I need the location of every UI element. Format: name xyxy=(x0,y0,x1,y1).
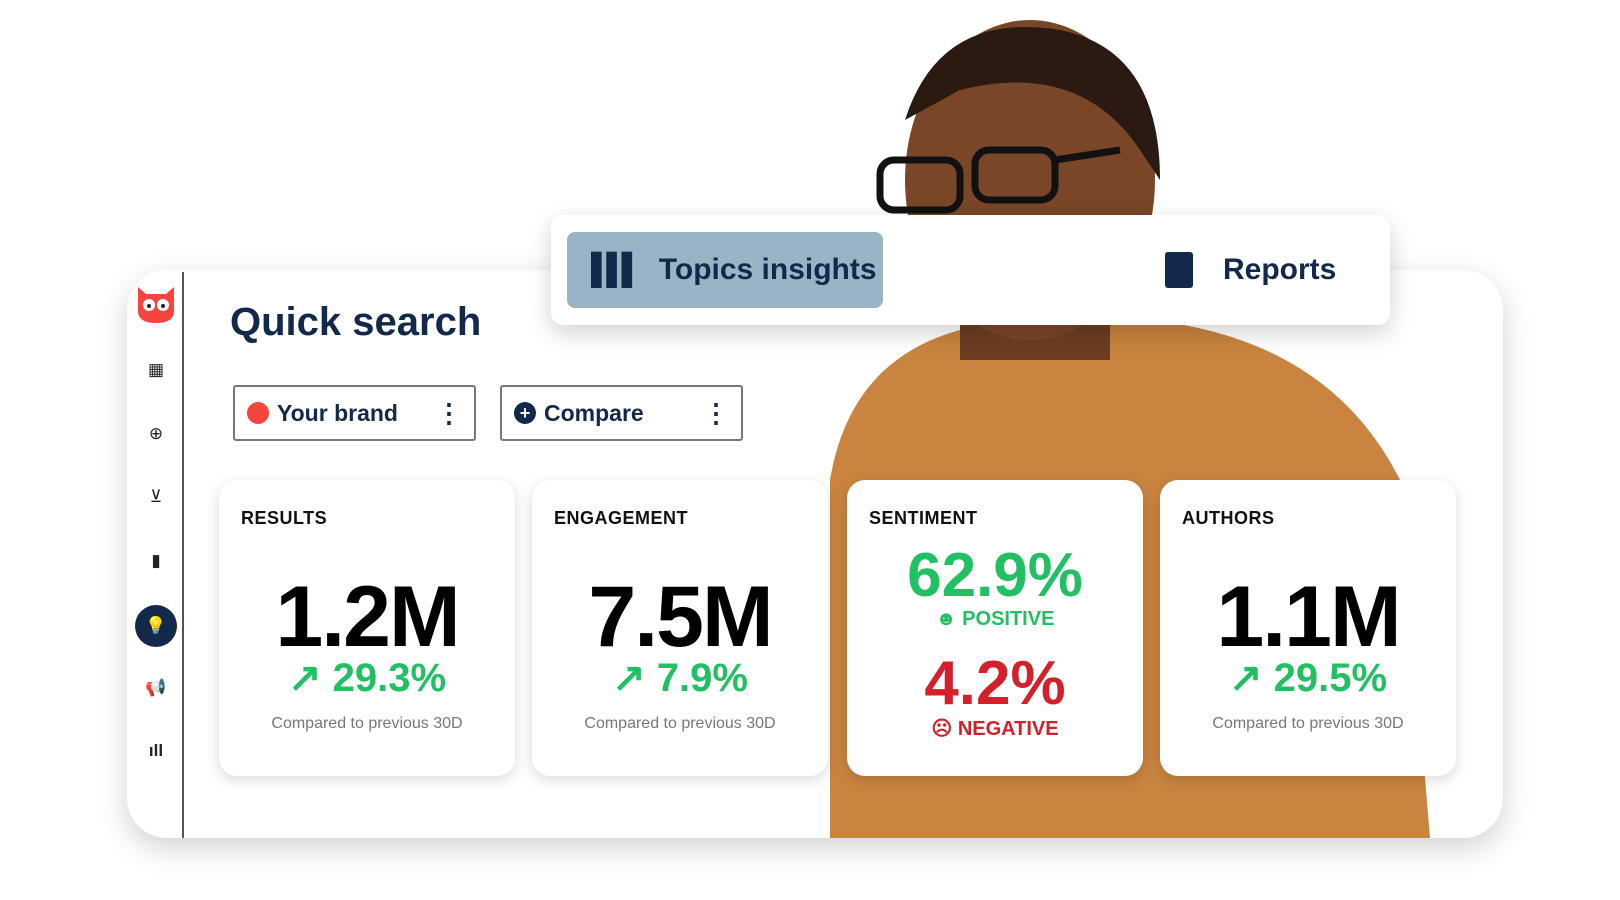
tab-reports[interactable]: Reports xyxy=(1165,240,1336,300)
frown-icon: ☹ xyxy=(931,718,958,740)
calendar-icon[interactable]: ▦ xyxy=(147,360,165,379)
card-label: RESULTS xyxy=(241,508,328,528)
smile-icon: ☻ xyxy=(935,608,963,630)
negative-value: 4.2% xyxy=(924,649,1066,718)
bar-chart-icon[interactable]: ▮ xyxy=(151,551,161,570)
results-card: RESULTS 1.2M ↗ 29.3% Compared to previou… xyxy=(219,480,515,776)
card-value: 1.2M xyxy=(275,569,460,665)
plus-icon: + xyxy=(514,402,536,424)
card-change: ↗ 29.3% xyxy=(287,656,447,700)
card-compare: Compared to previous 30D xyxy=(584,715,776,732)
tab-label: Topics insights xyxy=(658,253,877,286)
arrow-up-right-icon: ↗ xyxy=(1228,656,1274,700)
card-compare: Compared to previous 30D xyxy=(271,715,463,732)
authors-card: AUTHORS 1.1M ↗ 29.5% Compared to previou… xyxy=(1160,480,1456,776)
plus-circle-icon[interactable]: ⊕ xyxy=(148,424,164,443)
positive-value: 62.9% xyxy=(907,541,1083,610)
sidebar-divider xyxy=(182,272,184,838)
lightbulb-icon[interactable]: 💡 xyxy=(135,605,177,647)
more-options-icon[interactable]: ⋮ xyxy=(436,398,462,428)
bar-chart-icon: ▌▌▌ xyxy=(591,253,643,286)
card-change: ↗ 29.5% xyxy=(1228,656,1388,700)
card-compare: Compared to previous 30D xyxy=(1212,715,1404,732)
tab-label: Reports xyxy=(1223,253,1337,286)
card-label: AUTHORS xyxy=(1182,508,1275,528)
owl-logo-icon[interactable] xyxy=(134,285,178,325)
brand-label: Your brand xyxy=(277,399,398,426)
report-document-icon xyxy=(1165,252,1193,288)
arrow-up-right-icon: ↗ xyxy=(287,656,333,700)
page-title: Quick search xyxy=(230,300,482,344)
brand-color-dot xyxy=(247,402,269,424)
more-options-icon[interactable]: ⋮ xyxy=(703,398,729,428)
engagement-card: ENGAGEMENT 7.5M ↗ 7.9% Compared to previ… xyxy=(532,480,828,776)
sentiment-card: SENTIMENT 62.9% ☻ POSITIVE 4.2% ☹ NEGATI… xyxy=(847,480,1143,776)
listening-icon[interactable]: ıll xyxy=(148,741,164,760)
card-label: SENTIMENT xyxy=(869,508,978,528)
card-value: 7.5M xyxy=(588,569,773,665)
compare-label: Compare xyxy=(544,399,644,426)
card-label: ENGAGEMENT xyxy=(554,508,689,528)
positive-label: ☻ POSITIVE xyxy=(935,608,1055,630)
arrow-up-right-icon: ↗ xyxy=(612,656,657,700)
card-value: 1.1M xyxy=(1216,569,1401,665)
tab-topics-insights[interactable]: ▌▌▌ Topics insights xyxy=(567,232,883,308)
megaphone-icon[interactable]: 📢 xyxy=(145,678,167,697)
brand-selector[interactable]: Your brand ⋮ xyxy=(233,385,476,441)
compare-button[interactable]: + Compare ⋮ xyxy=(500,385,743,441)
inbox-icon[interactable]: ⊻ xyxy=(149,487,163,506)
card-change: ↗ 7.9% xyxy=(612,656,748,700)
negative-label: ☹ NEGATIVE xyxy=(931,718,1059,740)
